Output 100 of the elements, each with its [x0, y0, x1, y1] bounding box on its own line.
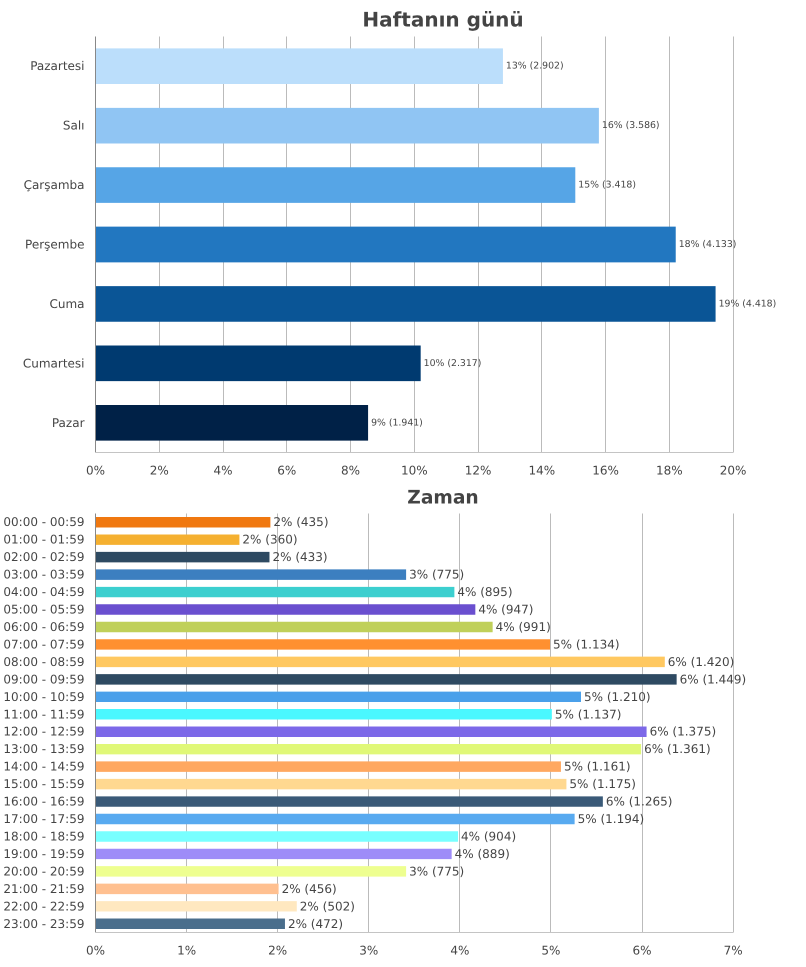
- y-tick-label: 21:00 - 21:59: [3, 882, 84, 896]
- bar: [96, 884, 279, 894]
- y-tick-label: 18:00 - 18:59: [3, 829, 84, 844]
- bar: [96, 814, 575, 824]
- x-tick-label: 10%: [400, 464, 428, 478]
- x-tick-label: 5%: [541, 944, 560, 958]
- bar: [96, 866, 406, 877]
- y-tick-label: 15:00 - 15:59: [3, 777, 84, 792]
- y-tick-label: 00:00 - 00:59: [3, 515, 84, 530]
- bar: [96, 639, 550, 650]
- x-tick-label: 6%: [632, 944, 652, 958]
- bar: [96, 48, 503, 84]
- y-tick-label: 05:00 - 05:59: [3, 602, 84, 617]
- x-tick-label: 7%: [724, 944, 743, 958]
- y-tick-label: Pazar: [52, 416, 85, 430]
- chart-title: Haftanın günü: [362, 8, 524, 32]
- data-label: 13% (2.902): [506, 60, 564, 72]
- y-tick-label: 22:00 - 22:59: [3, 899, 84, 914]
- data-label: 16% (3.586): [602, 120, 660, 132]
- bar: [96, 709, 552, 720]
- x-tick-label: 1%: [177, 944, 196, 958]
- y-tick-label: 06:00 - 06:59: [3, 620, 84, 634]
- bar: [96, 516, 270, 528]
- bar: [96, 622, 493, 632]
- bar: [96, 108, 599, 144]
- y-tick-label: 13:00 - 13:59: [3, 742, 84, 756]
- y-tick-label: 10:00 - 10:59: [3, 690, 84, 704]
- data-label: 5% (1.210): [584, 690, 651, 704]
- bar: [96, 778, 566, 790]
- y-tick-label: 09:00 - 09:59: [3, 672, 84, 686]
- chart-title: Zaman: [407, 488, 479, 508]
- bar: [96, 167, 576, 203]
- x-tick-label: 14%: [528, 464, 556, 478]
- bar: [96, 761, 561, 772]
- y-tick-label: Pazartesi: [30, 59, 84, 74]
- data-label: 15% (3.418): [578, 180, 636, 191]
- data-label: 6% (1.265): [606, 794, 672, 809]
- x-tick-label: 18%: [656, 464, 683, 478]
- data-label: 4% (947): [478, 602, 534, 617]
- data-label: 5% (1.137): [554, 707, 622, 722]
- x-tick-label: 4%: [450, 944, 470, 958]
- data-label: 6% (1.420): [668, 654, 734, 669]
- data-label: 3% (775): [409, 568, 464, 582]
- bar: [96, 404, 368, 441]
- bar: [96, 848, 452, 860]
- x-tick-label: 3%: [359, 944, 378, 958]
- data-label: 5% (1.161): [564, 760, 631, 774]
- data-label: 2% (433): [272, 550, 328, 564]
- y-tick-label: Cuma: [49, 296, 85, 311]
- data-label: 9% (1.941): [371, 417, 423, 428]
- x-tick-label: 8%: [341, 464, 360, 478]
- bar: [96, 569, 406, 580]
- data-label: 2% (502): [300, 899, 355, 914]
- y-tick-label: Çarşamba: [24, 178, 85, 192]
- bar: [96, 901, 297, 912]
- y-tick-label: 01:00 - 01:59: [3, 532, 84, 547]
- data-label: 4% (895): [457, 585, 513, 600]
- x-tick-label: 2%: [268, 944, 288, 958]
- data-label: 4% (991): [496, 620, 551, 634]
- data-label: 4% (889): [454, 846, 510, 861]
- data-label: 5% (1.175): [569, 777, 636, 792]
- y-tick-label: 17:00 - 17:59: [3, 812, 84, 826]
- bar: [96, 552, 270, 562]
- bar: [96, 674, 677, 685]
- y-tick-label: 23:00 - 23:59: [3, 916, 84, 931]
- x-tick-label: 0%: [86, 944, 106, 958]
- bar: [96, 918, 285, 930]
- data-label: 4% (904): [461, 829, 516, 844]
- y-tick-label: 02:00 - 02:59: [3, 550, 84, 564]
- data-label: 2% (435): [273, 515, 329, 530]
- bar: [96, 796, 603, 807]
- y-tick-label: 14:00 - 14:59: [3, 760, 84, 774]
- y-tick-label: 04:00 - 04:59: [3, 585, 84, 600]
- data-label: 5% (1.134): [553, 637, 620, 652]
- data-label: 2% (472): [288, 916, 344, 931]
- bar: [96, 226, 676, 262]
- x-tick-label: 12%: [464, 464, 492, 478]
- x-tick-label: 6%: [277, 464, 296, 478]
- bar: [96, 534, 240, 545]
- data-label: 2% (456): [282, 882, 337, 896]
- x-tick-label: 4%: [214, 464, 233, 478]
- data-label: 18% (4.133): [678, 239, 736, 250]
- y-tick-label: Perşembe: [25, 238, 85, 252]
- x-tick-label: 16%: [592, 464, 619, 478]
- y-tick-label: 12:00 - 12:59: [3, 724, 84, 739]
- y-tick-label: 11:00 - 11:59: [3, 707, 84, 722]
- data-label: 10% (2.317): [424, 358, 482, 369]
- data-label: 2% (360): [242, 532, 298, 547]
- bar: [96, 831, 458, 842]
- y-tick-label: 20:00 - 20:59: [3, 864, 84, 878]
- bar: [96, 726, 647, 737]
- bar: [96, 346, 421, 382]
- y-tick-label: 19:00 - 19:59: [3, 846, 84, 861]
- data-label: 6% (1.375): [650, 724, 716, 739]
- y-tick-label: Salı: [62, 118, 84, 133]
- y-tick-label: 08:00 - 08:59: [3, 654, 84, 669]
- bar: [96, 604, 476, 615]
- x-tick-label: 20%: [720, 464, 746, 478]
- bar: [96, 286, 716, 322]
- bar: [96, 656, 665, 668]
